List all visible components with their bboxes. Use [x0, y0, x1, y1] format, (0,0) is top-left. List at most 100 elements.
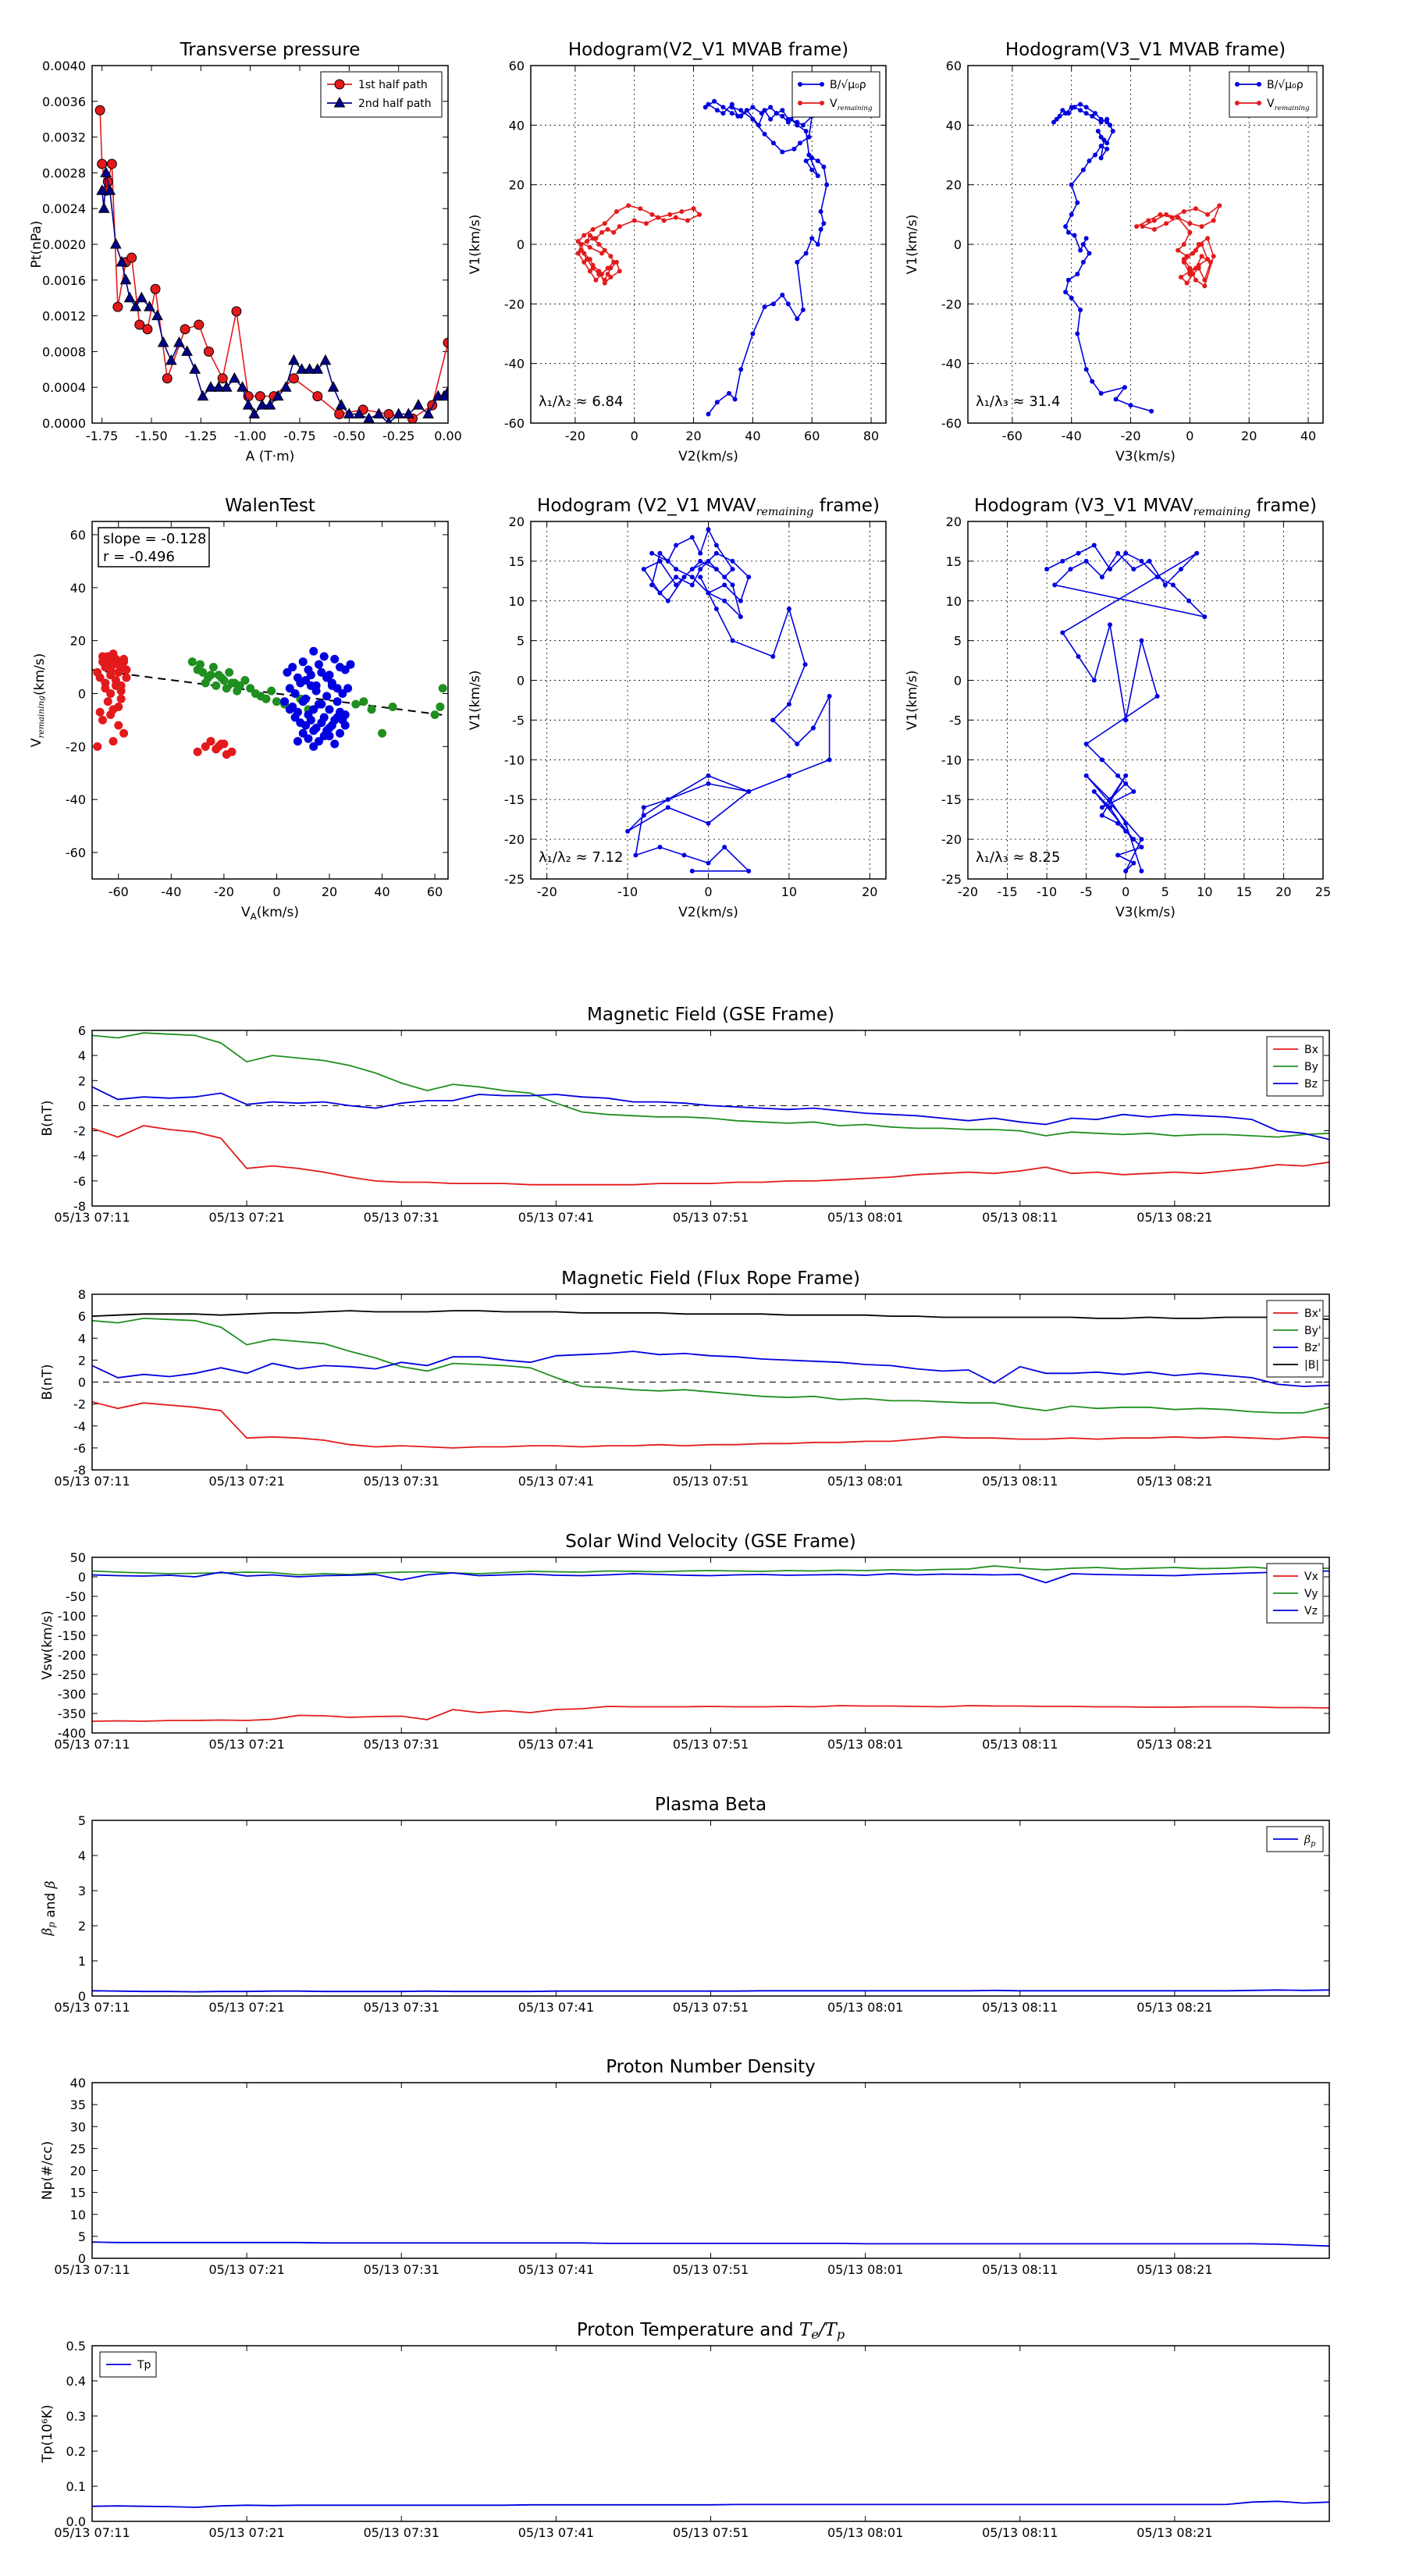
data-point — [605, 226, 610, 232]
plot-frame — [530, 65, 887, 424]
data-point — [314, 699, 323, 709]
data-point — [1052, 582, 1058, 588]
data-point — [134, 319, 145, 330]
data-point — [340, 665, 350, 674]
data-point — [340, 720, 350, 730]
plot-frame — [91, 65, 449, 424]
data-point — [1095, 128, 1101, 133]
data-point — [657, 558, 663, 564]
chart-hodogram-v2-v1-mvab: Hodogram(V2_V1 MVAB frame) -60 -40 -20 0 20 40… — [468, 40, 887, 464]
data-point — [1149, 408, 1154, 414]
x-tick-label: 05/13 07:21 — [208, 1474, 284, 1489]
series-line — [92, 2241, 1329, 2247]
data-point — [346, 660, 355, 669]
data-point — [283, 667, 292, 677]
x-tick-label: 05/13 07:41 — [518, 1737, 594, 1752]
data-point — [818, 209, 823, 215]
data-point — [605, 265, 610, 271]
y-tick-label: -20 — [504, 297, 525, 311]
legend: Bx' By' Bz' |B| — [1266, 1300, 1324, 1378]
x-tick-label: 05/13 07:31 — [364, 2262, 439, 2277]
data-point — [1187, 229, 1193, 235]
data-point — [322, 673, 332, 682]
data-point — [1080, 167, 1086, 173]
data-point — [1131, 789, 1136, 795]
eigenvalue-ratio: λ₁/λ₃ ≈ 31.4 — [976, 393, 1060, 410]
data-point — [1187, 221, 1193, 226]
data-point — [768, 116, 774, 122]
plot-frame — [91, 1557, 1330, 1734]
y-tick-label: -60 — [66, 845, 86, 860]
data-point — [1193, 277, 1198, 283]
data-point — [343, 684, 353, 693]
data-point — [578, 242, 584, 247]
y-tick-label: 20 — [509, 514, 525, 529]
legend-marker — [333, 96, 346, 108]
legend: Bx By Bz — [1266, 1036, 1324, 1097]
y-tick-label: 0.5 — [66, 2339, 86, 2354]
y-tick-label: 5 — [517, 634, 525, 649]
x-tick-label: 05/13 08:11 — [982, 2262, 1058, 2277]
data-point — [1065, 229, 1071, 235]
y-tick-label: 60 — [946, 59, 962, 73]
data-point — [217, 373, 228, 384]
data-point — [596, 242, 602, 247]
data-point — [1083, 741, 1089, 746]
x-tick-label: -40 — [161, 884, 181, 899]
data-point — [1179, 567, 1183, 572]
data-point — [657, 590, 663, 596]
x-tick-label: 0 — [631, 429, 638, 443]
data-point — [1151, 218, 1157, 223]
data-point — [1060, 108, 1065, 113]
legend: Tp — [99, 2351, 157, 2378]
data-point — [698, 550, 703, 556]
data-point — [785, 301, 791, 307]
data-point — [1205, 236, 1211, 241]
y-tick-label: -40 — [941, 357, 962, 372]
y-tick-label: -5 — [949, 713, 962, 728]
data-point — [818, 226, 823, 232]
data-point — [372, 407, 385, 419]
x-axis-label: VA(km/s) — [241, 905, 299, 922]
data-point — [806, 152, 812, 158]
y-tick-label: 0 — [954, 674, 962, 688]
data-point — [732, 397, 738, 402]
chart-title: Proton Number Density — [606, 2057, 816, 2077]
data-point — [706, 781, 711, 786]
data-point — [656, 215, 661, 220]
y-tick-label: 20 — [509, 178, 525, 193]
x-tick-label: -5 — [1080, 884, 1093, 899]
data-point — [330, 739, 340, 749]
data-point — [296, 363, 308, 374]
x-tick-label: -20 — [1120, 429, 1140, 443]
data-point — [1051, 119, 1056, 125]
data-point — [803, 251, 809, 256]
series-by — [92, 1032, 1329, 1138]
data-point — [722, 845, 727, 850]
data-point — [181, 345, 193, 356]
data-point — [288, 663, 297, 672]
data-point — [285, 705, 294, 714]
data-point — [233, 686, 242, 696]
series-red — [93, 649, 237, 760]
data-point — [229, 372, 240, 383]
data-point — [104, 184, 116, 195]
data-point — [578, 247, 584, 253]
x-tick-label: 05/13 08:21 — [1136, 2000, 1212, 2015]
y-tick-label: -6 — [73, 1174, 86, 1189]
series-1st-half-path — [94, 105, 448, 423]
plot-frame — [91, 521, 449, 880]
data-point — [293, 737, 302, 746]
data-point — [750, 116, 756, 122]
data-point — [122, 665, 131, 674]
x-tick-label: 10 — [1197, 884, 1212, 899]
data-point — [770, 141, 776, 146]
chart-proton-density: Proton Number Density 0 5 10 15 20 25 30 35 40 05/… — [40, 2057, 1330, 2277]
data-point — [750, 105, 756, 110]
data-point — [98, 715, 108, 724]
data-point — [1063, 224, 1069, 229]
data-point — [304, 363, 316, 374]
data-point — [1115, 820, 1121, 826]
data-point — [264, 399, 276, 410]
chart-walen-test: WalenTest -60 -40 -20 0 20 40 60 -60 -40 -20 0 20 40 6… — [29, 496, 449, 922]
